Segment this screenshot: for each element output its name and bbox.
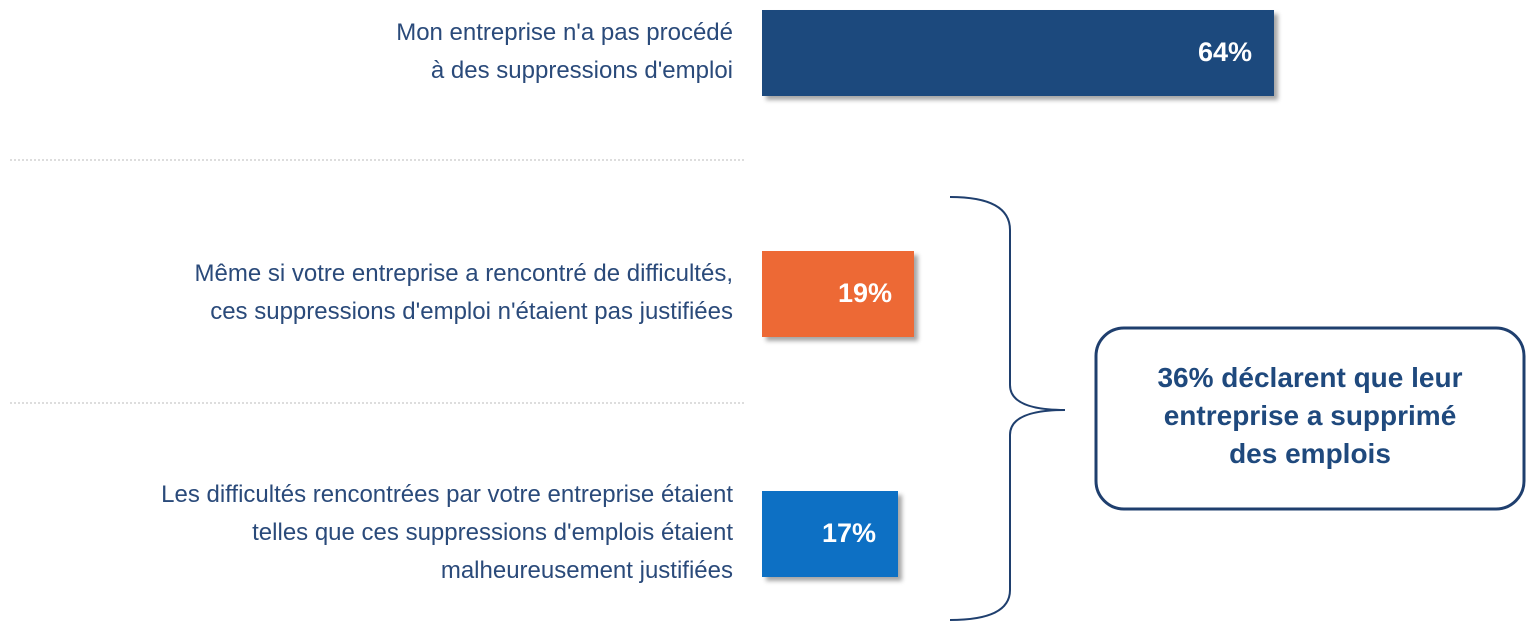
brace <box>949 196 1066 621</box>
bar <box>762 10 1274 96</box>
value-label: 19% <box>838 278 892 308</box>
category-label: Les difficultés rencontrées par votre en… <box>161 481 733 584</box>
annotation-box <box>1094 326 1526 511</box>
category-label: Même si votre entreprise a rencontré de … <box>195 260 733 325</box>
bar <box>762 251 914 337</box>
value-label: 17% <box>822 518 876 548</box>
category-label: Mon entreprise n'a pas procédé à des supp… <box>396 19 733 84</box>
bar <box>762 491 898 577</box>
value-label: 64% <box>1198 37 1252 67</box>
annotation-text: 36% déclarent que leur entreprise a suppr… <box>1157 362 1462 469</box>
